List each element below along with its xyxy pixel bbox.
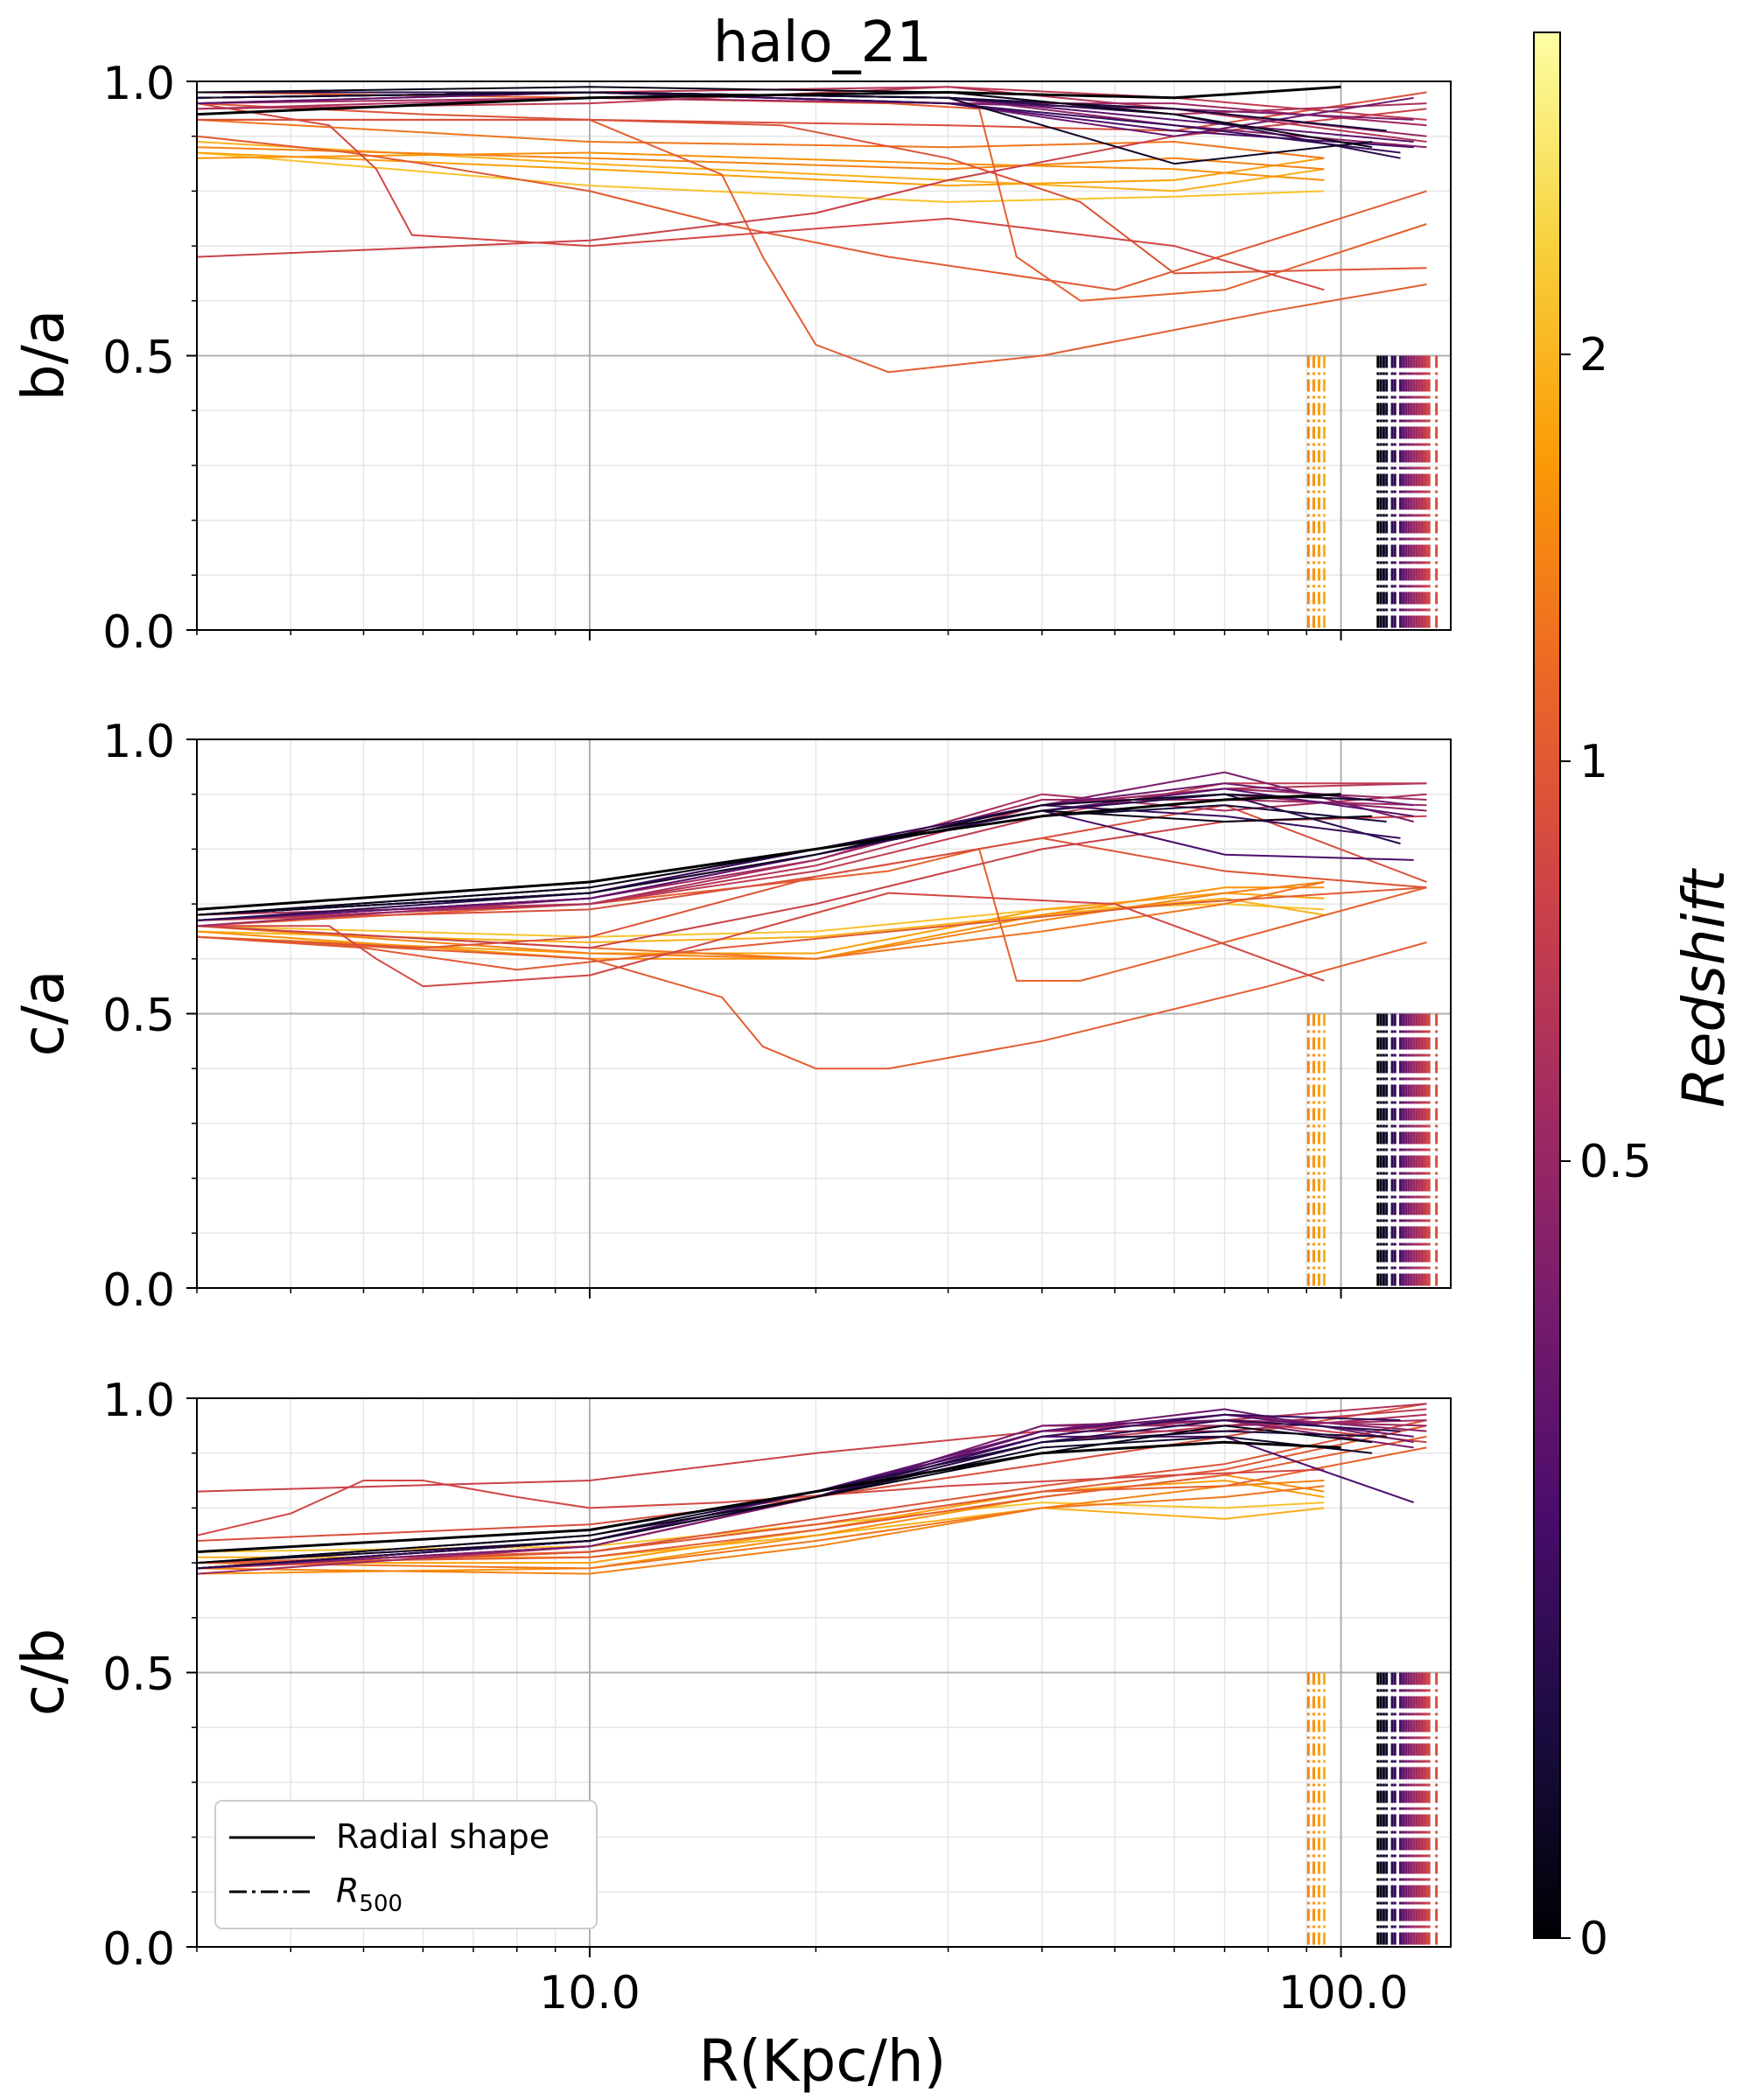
panel-bottom-ytick-1: 1.0: [102, 1375, 175, 1427]
series-line-z0.04: [196, 809, 1373, 916]
series-line-z0.93: [196, 804, 1427, 921]
legend-label-r500: R500: [336, 1872, 402, 1917]
series-line-z1.06: [196, 1435, 1427, 1564]
panel-middle-ticks: [186, 738, 1342, 1298]
series-line-z1.5: [196, 1480, 1325, 1575]
series-line-z0: [196, 1440, 1341, 1554]
series-line-z0.82: [196, 815, 1427, 949]
series-line-z1.06: [197, 118, 1427, 374]
series-line-z0.38: [196, 1408, 1414, 1570]
series-line-z1.8: [196, 892, 1325, 955]
panel-top: 1.0 0.5 0.0 b/a: [10, 58, 1452, 659]
series-line-z1.65: [196, 886, 1325, 960]
colorbar-tick-label: 1: [1579, 736, 1608, 788]
panel-middle-ytick-0: 0.0: [102, 1264, 175, 1317]
series-line-z1.06: [196, 935, 1427, 1070]
legend-r500-subscript: 500: [359, 1891, 402, 1917]
series-line-z0.97: [196, 1419, 1427, 1570]
panel-middle-r500-markers: [1306, 1013, 1438, 1288]
panel-top-r500-markers: [1306, 355, 1438, 630]
panel-bottom-ytick-0: 0.0: [102, 1923, 175, 1976]
figure-title: halo_21: [713, 10, 932, 75]
panel-top-curves: [196, 85, 1427, 374]
panel-top-grid: [196, 81, 1451, 630]
xtick-label-100: 100.0: [1278, 1967, 1409, 2020]
series-line-z0.88: [197, 892, 1325, 988]
series-line-z0.08: [196, 91, 1373, 165]
series-line-z1.35: [196, 881, 1325, 960]
panel-bottom: 1.0 0.5 0.0 c/b 10.0 100.0 R(Kpc/h) Radi…: [10, 1375, 1452, 2095]
legend: Radial shape R500: [214, 1800, 598, 1929]
panel-bottom-ytick-0.5: 0.5: [102, 1648, 175, 1701]
panel-middle-ytick-0.5: 0.5: [102, 990, 175, 1042]
panel-bottom-ticks: [186, 1397, 1342, 1957]
legend-label-radial-shape: Radial shape: [336, 1817, 550, 1856]
panel-top-ytick-0.5: 0.5: [102, 332, 175, 384]
series-line-z2.1: [196, 903, 1325, 938]
series-line-z0.88: [196, 1468, 1325, 1536]
legend-r500-symbol: R: [336, 1872, 359, 1910]
panel-top-ytick-1: 1.0: [102, 58, 175, 110]
panel-middle-curves: [196, 771, 1427, 1070]
panel-top-ytick-0: 0.0: [102, 606, 175, 659]
series-line-z1.35: [196, 1485, 1325, 1570]
series-line-z1.02: [196, 886, 1427, 971]
series-line-z1.5: [196, 146, 1325, 171]
colorbar-label: Redshift: [1670, 868, 1738, 1108]
panel-bottom-curves: [196, 1403, 1427, 1575]
panel-top-ticks: [186, 80, 1342, 640]
panel-middle-ylabel: c/a: [10, 970, 77, 1057]
series-line-z1.5: [196, 881, 1325, 960]
series-line-z1.35: [196, 118, 1325, 159]
series-line-z2.1: [196, 151, 1325, 203]
series-line-z1.65: [196, 1474, 1325, 1575]
series-line-z0.04: [196, 1424, 1373, 1564]
panel-middle-ytick-1: 1.0: [102, 716, 175, 768]
panel-middle: 1.0 0.5 0.0 c/a: [10, 716, 1452, 1317]
xtick-label-10: 10.0: [539, 1967, 640, 2020]
panel-top-ylabel: b/a: [10, 310, 77, 402]
x-axis-label: R(Kpc/h): [699, 2027, 947, 2095]
series-line-z1.95: [197, 1507, 1325, 1558]
colorbar-gradient: [1533, 32, 1561, 1939]
panel-bottom-ylabel: c/b: [10, 1628, 77, 1716]
series-line-z0.93: [196, 1403, 1427, 1542]
series-line-z0: [196, 793, 1341, 911]
colorbar-tick-label: 0.5: [1579, 1136, 1652, 1188]
colorbar: 0 0.5 1 2 Redshift: [1533, 32, 1738, 1965]
series-line-z0.82: [196, 1419, 1427, 1493]
series-line-z0.97: [196, 102, 1427, 275]
series-line-z1.02: [196, 135, 1427, 291]
colorbar-ticks: 0 0.5 1 2: [1560, 329, 1652, 1965]
colorbar-tick-label: 2: [1579, 329, 1608, 382]
panel-bottom-r500-markers: [1306, 1672, 1438, 1947]
colorbar-tick-label: 0: [1579, 1913, 1608, 1965]
series-line-z1.1: [196, 848, 1427, 982]
series-line-z0.18: [196, 1419, 1401, 1570]
legend-box: [214, 1800, 598, 1929]
series-line-z0: [196, 85, 1341, 116]
series-line-z0.82: [196, 108, 1427, 258]
series-line-z0.88: [196, 102, 1325, 291]
